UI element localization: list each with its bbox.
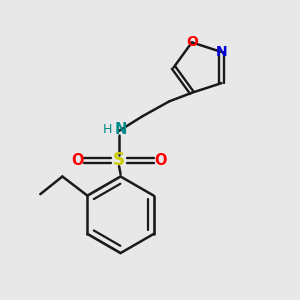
Text: N: N [216, 45, 227, 59]
Text: H: H [103, 123, 112, 136]
Text: S: S [113, 151, 125, 169]
Text: O: O [154, 153, 167, 168]
Text: O: O [72, 153, 84, 168]
Text: N: N [114, 122, 127, 137]
Text: O: O [186, 35, 198, 50]
